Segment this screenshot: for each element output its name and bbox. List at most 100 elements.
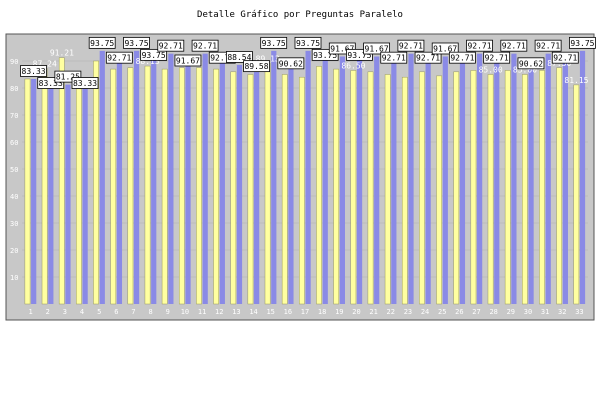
x-tick-label: 14 xyxy=(249,308,257,316)
x-tick-label: 22 xyxy=(387,308,395,316)
x-tick-label: 32 xyxy=(558,308,566,316)
data-label-box xyxy=(569,36,596,49)
data-label-box xyxy=(414,51,442,64)
data-label-series-a: 91.67 xyxy=(330,44,354,53)
x-tick-label: 15 xyxy=(266,308,274,316)
bar-series-a xyxy=(305,50,311,304)
bar-series-b xyxy=(58,57,65,305)
data-label-box xyxy=(20,65,47,77)
bar-series-a xyxy=(322,50,328,304)
data-label-series-b: 87.24 xyxy=(33,59,57,68)
data-label-series-b: 86.50 xyxy=(341,61,365,70)
data-label-series-b: 85.00 xyxy=(479,66,503,75)
x-tick-label: 12 xyxy=(215,308,223,316)
bar-series-a xyxy=(31,79,37,304)
y-tick-label: 50 xyxy=(10,166,18,174)
data-label-series-a: 93.75 xyxy=(90,39,114,48)
data-label-series-a: 92.71 xyxy=(485,54,509,63)
x-tick-label: 2 xyxy=(46,308,50,316)
y-tick-label: 70 xyxy=(10,112,18,120)
x-tick-label: 26 xyxy=(455,308,463,316)
data-label-box xyxy=(140,48,168,61)
bar-series-a xyxy=(528,59,534,304)
data-label-box xyxy=(448,51,476,64)
bar-series-b xyxy=(178,67,185,305)
bar-series-a xyxy=(236,64,243,304)
x-tick-label: 27 xyxy=(472,308,480,316)
data-label-box xyxy=(157,39,185,52)
bar-series-b xyxy=(127,67,134,305)
data-label-series-a: 83.33 xyxy=(73,79,97,88)
data-label-box xyxy=(294,36,322,49)
data-label-box xyxy=(37,77,65,89)
bar-series-a xyxy=(579,50,586,304)
data-label-series-a: 91.67 xyxy=(433,44,457,53)
bar-series-b xyxy=(281,74,288,305)
data-label-series-a: 91.67 xyxy=(176,56,200,65)
data-label-box xyxy=(431,42,459,55)
bar-series-a xyxy=(133,50,140,304)
bar-series-b xyxy=(110,68,117,305)
bar-series-a xyxy=(356,50,363,304)
bar-series-a xyxy=(271,50,277,304)
data-label-series-a: 88.54 xyxy=(227,53,251,62)
x-tick-label: 13 xyxy=(232,308,240,316)
data-label-series-a: 92.71 xyxy=(107,54,131,63)
data-label-box xyxy=(123,36,150,49)
data-label-box xyxy=(105,51,133,64)
data-label-box xyxy=(260,36,288,49)
data-label-series-a: 92.71 xyxy=(450,54,474,63)
data-label-series-b: 89.13 xyxy=(256,54,280,63)
data-label-series-a: 81.25 xyxy=(56,73,80,82)
y-tick-label: 20 xyxy=(10,247,18,255)
x-tick-label: 23 xyxy=(404,308,412,316)
x-tick-label: 30 xyxy=(524,308,532,316)
x-tick-label: 5 xyxy=(97,308,101,316)
x-tick-label: 18 xyxy=(318,308,326,316)
x-tick-label: 24 xyxy=(421,308,429,316)
data-label-series-a: 93.75 xyxy=(296,39,320,48)
bar-series-a xyxy=(65,84,71,304)
data-label-series-a: 83.33 xyxy=(22,67,46,76)
data-label-series-a: 92.71 xyxy=(399,42,423,51)
x-tick-label: 6 xyxy=(114,308,118,316)
data-label-box xyxy=(517,57,545,70)
bar-series-b xyxy=(573,84,580,305)
bar-series-a xyxy=(219,53,225,304)
bars xyxy=(24,50,586,305)
bar-series-b xyxy=(333,68,340,305)
bar-series-b xyxy=(556,67,563,305)
x-tick-label: 9 xyxy=(166,308,170,316)
bar-series-b xyxy=(213,68,219,305)
data-label-box xyxy=(311,48,339,61)
data-label-box xyxy=(380,51,408,64)
data-label-box xyxy=(328,42,356,55)
x-tick-label: 20 xyxy=(352,308,360,316)
x-tick-label: 21 xyxy=(369,308,377,316)
bar-series-a xyxy=(254,62,260,304)
data-label-series-a: 92.71 xyxy=(467,42,491,51)
bar-series-b xyxy=(504,70,511,305)
data-label-box xyxy=(54,70,82,83)
data-label-box xyxy=(88,36,116,49)
data-label-series-a: 89.58 xyxy=(244,62,268,71)
bar-series-a xyxy=(168,53,174,304)
bar-series-b xyxy=(436,75,442,305)
data-label-series-a: 93.75 xyxy=(347,51,371,60)
bar-series-a xyxy=(408,53,414,304)
bar-series-a xyxy=(116,53,123,304)
bar-series-b xyxy=(93,60,99,305)
bar-series-b xyxy=(350,70,357,305)
data-label-series-a: 92.71 xyxy=(553,54,577,63)
data-label-series-b: 91.21 xyxy=(50,49,74,58)
bar-series-b xyxy=(316,66,322,305)
bar-series-a xyxy=(494,53,500,304)
bar-series-a xyxy=(374,56,380,305)
bar-series-a xyxy=(477,53,483,304)
data-label-box xyxy=(191,39,219,52)
data-label-series-b: 85.00 xyxy=(513,66,537,75)
data-label-box xyxy=(243,60,270,73)
data-label-series-a: 93.75 xyxy=(124,39,148,48)
